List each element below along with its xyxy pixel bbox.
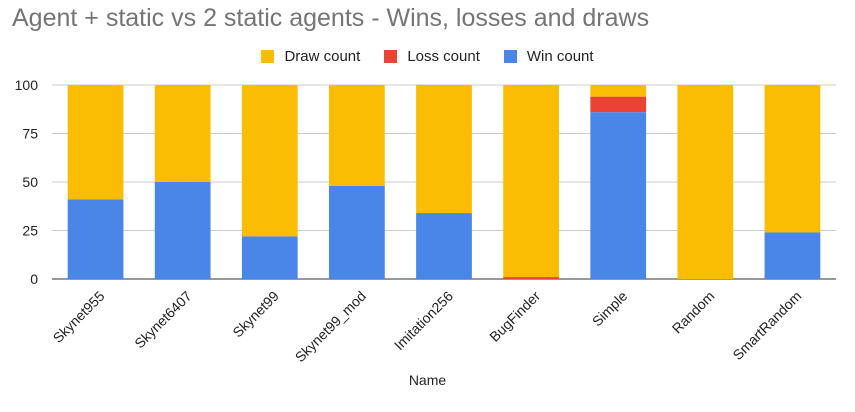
bar-draw-count-skynet99 [241,85,298,237]
x-tick-label: Skynet6407 [131,288,195,352]
bar-draw-count-smartrandom [764,85,821,233]
y-tick-label: 0 [30,271,38,287]
bar-loss-count-bugfinder [503,277,559,279]
bar-draw-count-simple [590,85,647,97]
bar-win-count-imitation256 [416,213,472,279]
legend-item-draw: Draw count [261,48,360,65]
bar-draw-count-imitation256 [416,85,472,214]
bar-win-count-skynet955 [67,199,124,279]
x-tick-label: BugFinder [486,288,543,345]
x-tick-label: Skynet955 [50,288,108,346]
legend-label-loss: Loss count [407,47,480,65]
bar-win-count-skynet99_mod [329,185,385,279]
x-tick-label: Skynet99_mod [292,288,369,365]
legend-item-win: Win count [503,47,594,65]
bar-draw-count-skynet955 [67,85,124,200]
chart-title: Agent + static vs 2 static agents - Wins… [12,4,650,32]
x-tick-label: Simple [589,288,631,330]
y-tick-label: 100 [15,77,39,93]
legend: Draw count Loss count Win count [0,46,855,66]
bar-win-count-simple [590,112,647,279]
bar-draw-count-skynet6407 [154,85,211,182]
x-tick-label: Imitation256 [391,288,456,353]
y-tick-label: 50 [22,174,38,190]
legend-label-win: Win count [526,47,594,65]
legend-label-draw: Draw count [284,47,361,65]
y-tick-label: 25 [22,223,38,239]
bar-draw-count-random [677,85,734,279]
legend-swatch-loss [384,49,398,63]
x-tick-label: Skynet99 [229,288,282,341]
bar-win-count-skynet99 [241,236,298,279]
legend-swatch-draw [261,49,275,63]
bar-draw-count-bugfinder [503,85,559,278]
x-axis-title: Name [408,372,447,388]
bar-loss-count-simple [590,96,647,113]
bar-win-count-skynet6407 [154,182,211,279]
legend-swatch-win [503,49,517,63]
y-tick-label: 75 [22,126,38,142]
bar-draw-count-skynet99_mod [329,85,385,186]
x-tick-label: SmartRandom [729,288,804,363]
legend-item-loss: Loss count [384,48,480,65]
bar-win-count-smartrandom [764,232,821,279]
x-tick-label: Random [669,288,718,337]
